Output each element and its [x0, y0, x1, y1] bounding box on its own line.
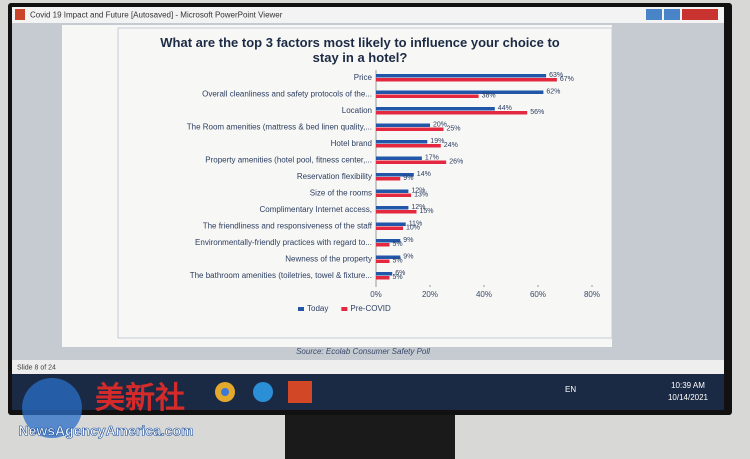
bar [376, 123, 430, 127]
bar [376, 160, 447, 164]
bar [376, 78, 557, 82]
category-label: The Room amenities (mattress & bed linen… [187, 123, 372, 132]
tv-stand [285, 415, 455, 459]
x-tick-label: 20% [422, 290, 438, 299]
chrome-icon-center [221, 388, 229, 396]
bar [376, 127, 444, 131]
edge-icon[interactable] [253, 382, 273, 402]
bar [376, 222, 406, 226]
bar [376, 210, 417, 214]
bar [376, 243, 390, 247]
x-tick-label: 40% [476, 290, 492, 299]
bar [376, 140, 428, 144]
bar [376, 156, 422, 160]
status-bar [12, 360, 724, 374]
bar [376, 193, 412, 197]
legend-label: Pre-COVID [350, 304, 391, 313]
close-button[interactable] [682, 9, 718, 20]
data-label: 6% [395, 270, 405, 277]
data-label: 9% [403, 175, 413, 182]
bar [376, 206, 409, 210]
bar [376, 111, 528, 115]
data-label: 62% [546, 88, 560, 95]
x-tick-label: 80% [584, 290, 600, 299]
slide-status: Slide 8 of 24 [17, 364, 56, 371]
data-label: 63% [549, 72, 563, 79]
data-label: 20% [433, 121, 447, 128]
category-label: Reservation flexibility [297, 172, 372, 181]
window-title: Covid 19 Impact and Future [Autosaved] -… [30, 11, 283, 20]
bar [376, 173, 414, 177]
data-label: 24% [444, 142, 458, 149]
bar [376, 276, 390, 280]
bar [376, 90, 544, 94]
bar [376, 74, 547, 78]
data-label: 26% [449, 158, 463, 165]
data-label: 44% [498, 105, 512, 112]
data-label: 12% [411, 204, 425, 211]
data-label: 12% [411, 187, 425, 194]
chart-title: What are the top 3 factors most likely t… [160, 35, 560, 65]
app-icon [15, 9, 25, 20]
watermark-globe [22, 378, 82, 438]
data-label: 11% [409, 220, 423, 227]
data-label: 5% [393, 257, 403, 264]
bar [376, 107, 495, 111]
category-label: Complimentary Internet access, [260, 205, 373, 214]
data-label: 25% [447, 125, 461, 132]
category-label: Hotel brand [331, 139, 372, 148]
watermark-brand: 美新社 [95, 381, 185, 415]
data-label: 9% [403, 253, 413, 260]
legend-swatch [341, 307, 348, 311]
category-label: Price [354, 73, 373, 82]
bar [376, 144, 441, 148]
powerpoint-icon[interactable] [288, 381, 312, 403]
bar [376, 239, 401, 243]
bar [376, 189, 409, 193]
clock-time: 10:39 AM [671, 381, 705, 390]
bar [376, 259, 390, 263]
category-label: The bathroom amenities (toiletries, towe… [190, 271, 372, 280]
bar [376, 177, 401, 181]
data-label: 10% [406, 224, 420, 231]
category-label: Property amenities (hotel pool, fitness … [205, 156, 372, 165]
data-label: 17% [425, 154, 439, 161]
x-tick-label: 60% [530, 290, 546, 299]
bar [376, 226, 403, 230]
legend-swatch [298, 307, 304, 311]
data-label: 9% [403, 237, 413, 244]
chart-source: Source: Ecolab Consumer Safety Poll [296, 347, 430, 356]
legend-label: Today [307, 304, 328, 313]
category-label: Overall cleanliness and safety protocols… [202, 90, 372, 99]
data-label: 5% [393, 274, 403, 281]
data-label: 13% [414, 191, 428, 198]
data-label: 67% [560, 76, 574, 83]
data-label: 14% [417, 171, 431, 178]
data-label: 19% [430, 138, 444, 145]
chart-frame [117, 27, 613, 339]
bar [376, 272, 393, 276]
category-label: Location [342, 106, 372, 115]
data-label: 38% [482, 92, 496, 99]
minimize-button[interactable] [646, 9, 662, 20]
category-label: The friendliness and responsiveness of t… [203, 222, 373, 231]
category-label: Size of the rooms [310, 189, 372, 198]
category-label: Environmentally-friendly practices with … [195, 238, 372, 247]
bar [376, 255, 401, 259]
taskbar [12, 374, 724, 410]
data-label: 56% [530, 109, 544, 116]
x-tick-label: 0% [370, 290, 382, 299]
data-label: 15% [420, 208, 434, 215]
maximize-button[interactable] [664, 9, 680, 20]
bar [376, 94, 479, 98]
clock-date: 10/14/2021 [668, 393, 709, 402]
category-label: Newness of the property [285, 255, 372, 264]
watermark-site: NewsAgencyAmerica.com [18, 423, 193, 439]
data-label: 5% [393, 241, 403, 248]
language: EN [565, 385, 576, 394]
title-bar [12, 7, 724, 23]
